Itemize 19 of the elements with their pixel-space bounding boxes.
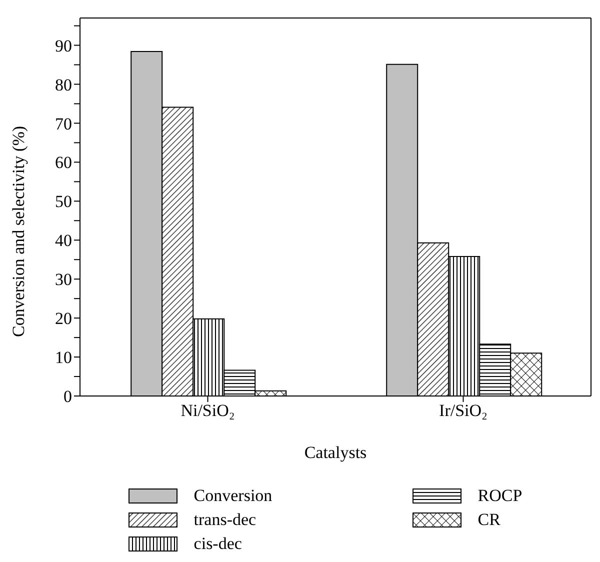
y-tick-label: 20: [55, 309, 72, 328]
y-tick-label: 70: [55, 114, 72, 134]
y-tick-label: 40: [55, 231, 72, 250]
legend-label: trans-dec: [194, 510, 256, 530]
y-tick-label: 0: [64, 387, 72, 406]
x-axis-title: Catalysts: [304, 443, 367, 462]
y-tick-label: 30: [55, 270, 72, 290]
y-tick-label: 50: [55, 192, 72, 212]
y-axis-title: Conversion and selectivity (%): [9, 126, 28, 337]
x-tick-label: Ir/SiO₂: [439, 401, 488, 420]
y-tick-label: 60: [55, 153, 72, 172]
x-tick-label: Ni/SiO₂: [180, 401, 235, 420]
y-tick-label: 80: [55, 75, 72, 94]
y-tick-label: 10: [55, 348, 72, 368]
legend-label: Conversion: [194, 486, 272, 506]
y-tick-label: 90: [55, 36, 72, 56]
legend-label: ROCP: [478, 486, 522, 506]
legend-label: cis-dec: [194, 534, 242, 554]
legend-label: CR: [478, 510, 500, 530]
